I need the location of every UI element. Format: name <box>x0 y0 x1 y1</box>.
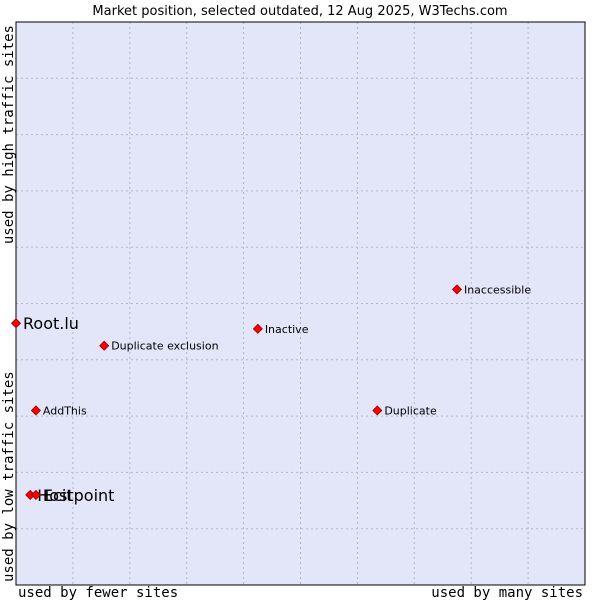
data-point: AddThis <box>30 404 87 417</box>
data-point: Hostpoint <box>25 486 114 505</box>
data-point: Ecit <box>30 486 73 505</box>
plot-border <box>15 21 586 586</box>
data-point: Duplicate <box>372 404 437 417</box>
grid-lines <box>16 22 585 585</box>
data-point-marker <box>99 340 110 351</box>
data-points: Inaccessible Root.lu Inactive Duplicate exc… <box>10 283 531 505</box>
data-point-label: Ecit <box>43 486 73 505</box>
data-point-marker <box>372 405 383 416</box>
data-point-label: Duplicate exclusion <box>111 340 218 353</box>
data-point: Duplicate exclusion <box>99 340 219 353</box>
x-axis-label-right: used by many sites <box>431 585 583 600</box>
data-point-label: Inaccessible <box>464 283 531 296</box>
y-axis-label-top: used by high traffic sites <box>1 25 17 244</box>
data-point-label: Hostpoint <box>37 486 114 505</box>
data-point-label: AddThis <box>43 404 87 417</box>
y-axis-label-bottom: used by low traffic sites <box>1 371 17 582</box>
x-axis-label-left: used by fewer sites <box>18 585 178 600</box>
data-point: Inactive <box>252 323 309 336</box>
chart-title: Market position, selected outdated, 12 A… <box>92 4 507 19</box>
data-point-marker <box>451 284 463 295</box>
data-point-label: Inactive <box>265 323 309 336</box>
data-point-marker <box>10 318 22 329</box>
data-point-label: Duplicate <box>384 404 437 417</box>
data-point-marker <box>30 405 41 416</box>
data-point: Root.lu <box>10 314 79 333</box>
data-point-marker <box>252 323 263 334</box>
data-point: Inaccessible <box>451 283 531 296</box>
data-point-label: Root.lu <box>23 314 79 333</box>
data-point-marker <box>30 489 41 500</box>
